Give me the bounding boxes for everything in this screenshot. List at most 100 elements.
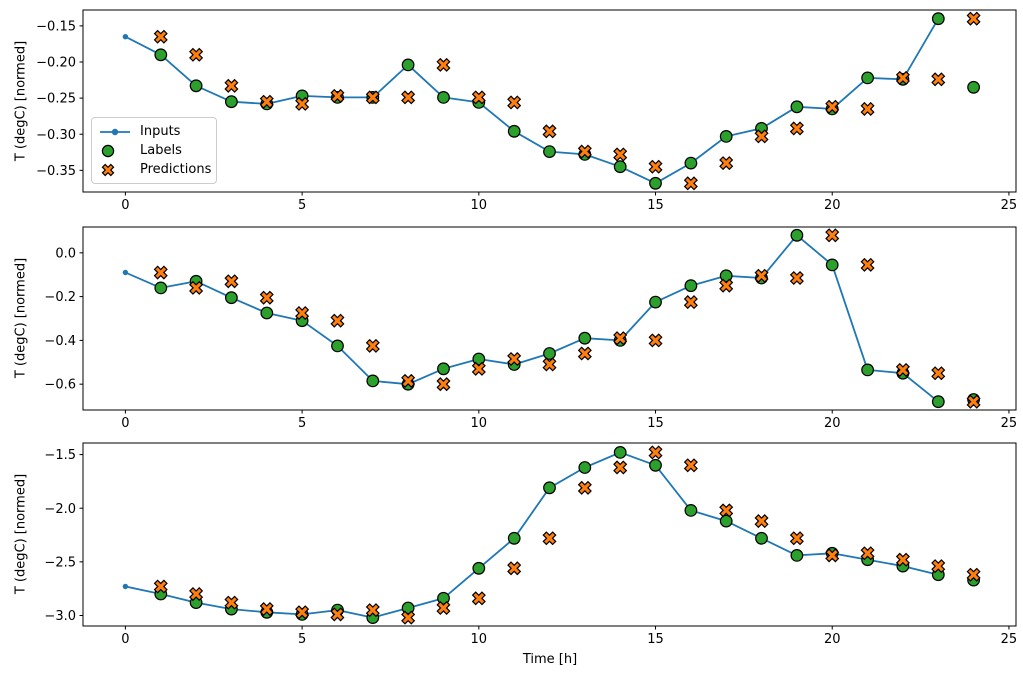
y-tick-label: −3.0 xyxy=(44,609,76,624)
labels-marker xyxy=(861,71,874,85)
predictions-marker xyxy=(401,373,416,388)
labels-marker xyxy=(437,362,450,376)
labels-marker xyxy=(719,269,733,283)
predictions-marker xyxy=(613,331,628,346)
predictions-marker xyxy=(330,313,345,328)
inputs-line xyxy=(124,18,940,185)
labels-marker xyxy=(543,145,556,159)
predictions-marker xyxy=(189,587,204,602)
x-tick-label: 20 xyxy=(824,416,841,431)
predictions-marker xyxy=(153,265,168,280)
predictions-marker xyxy=(542,124,557,139)
legend-item-labels: Labels xyxy=(99,141,209,160)
labels-marker xyxy=(366,374,380,388)
labels-marker xyxy=(224,291,238,305)
inputs-point-marker xyxy=(122,269,129,276)
y-axis-label-middle: T (degC) [normed] xyxy=(13,257,29,379)
predictions-marker xyxy=(507,561,522,576)
labels-marker xyxy=(507,531,521,545)
predictions-marker xyxy=(683,176,698,191)
y-tick-label: −1.5 xyxy=(44,448,76,463)
predictions-marker xyxy=(719,156,734,171)
y-tick-label: −0.6 xyxy=(44,378,76,393)
legend-label-inputs: Inputs xyxy=(140,124,181,139)
predictions-x-icon xyxy=(101,163,115,176)
x-tick-label: 15 xyxy=(647,416,664,431)
x-tick-label: 15 xyxy=(647,632,664,647)
predictions-marker xyxy=(365,338,380,353)
predictions-marker xyxy=(259,602,274,617)
predictions-marker xyxy=(507,351,522,367)
predictions-marker xyxy=(648,159,663,174)
labels-marker xyxy=(825,258,839,272)
x-tick-label: 10 xyxy=(471,416,488,431)
x-tick-label: 20 xyxy=(824,198,841,213)
y-tick-label: −0.35 xyxy=(36,164,76,179)
y-axis-label-top: T (degC) [normed] xyxy=(13,40,29,162)
predictions-marker xyxy=(860,101,875,116)
legend-label-labels: Labels xyxy=(140,143,182,158)
labels-marker xyxy=(931,12,945,26)
labels-marker xyxy=(578,461,592,474)
predictions-marker xyxy=(471,591,486,606)
x-tick-label: 0 xyxy=(121,416,129,431)
predictions-marker xyxy=(683,295,698,310)
axes-frame xyxy=(82,9,1017,193)
predictions-marker xyxy=(365,603,380,618)
inputs-point-marker xyxy=(122,583,129,590)
predictions-marker xyxy=(613,147,628,162)
predictions-marker xyxy=(648,445,663,460)
labels-marker xyxy=(189,79,203,93)
predictions-marker xyxy=(224,274,239,289)
labels-marker xyxy=(401,58,415,72)
x-tick-label: 25 xyxy=(1001,198,1018,213)
labels-marker xyxy=(649,176,662,190)
predictions-marker xyxy=(966,11,981,26)
x-tick-label: 0 xyxy=(121,198,129,213)
labels-marker xyxy=(861,363,874,377)
y-tick-label: −0.15 xyxy=(36,19,76,34)
y-tick-label: −2.5 xyxy=(44,555,76,570)
predictions-marker xyxy=(895,70,910,85)
predictions-marker xyxy=(153,579,168,594)
labels-marker xyxy=(931,395,945,409)
labels-marker xyxy=(790,100,804,114)
axes-frame xyxy=(82,442,1017,627)
y-axis-label-bottom: T (degC) [normed] xyxy=(13,473,29,595)
inputs-line xyxy=(125,234,939,403)
predictions-marker xyxy=(295,305,310,321)
inputs-line-icon xyxy=(100,128,130,135)
inputs-line xyxy=(125,451,939,619)
y-tick-label: −0.25 xyxy=(36,92,76,107)
predictions-marker xyxy=(259,290,274,305)
predictions-marker xyxy=(860,546,875,561)
axes-frame xyxy=(82,226,1017,411)
predictions-marker xyxy=(754,514,769,529)
predictions-marker xyxy=(931,72,946,87)
predictions-marker xyxy=(189,47,204,62)
predictions-marker xyxy=(471,90,486,105)
labels-marker xyxy=(719,129,733,143)
predictions-marker xyxy=(295,605,310,620)
labels-marker xyxy=(472,352,486,366)
labels-marker xyxy=(790,228,804,242)
labels-marker xyxy=(649,295,662,309)
predictions-marker xyxy=(507,95,522,110)
predictions-marker xyxy=(330,607,345,622)
labels-marker xyxy=(755,531,768,545)
predictions-marker xyxy=(224,595,239,610)
predictions-marker xyxy=(789,531,804,546)
predictions-marker xyxy=(931,366,946,381)
predictions-marker xyxy=(295,96,310,111)
predictions-marker xyxy=(648,333,663,348)
y-tick-label: −0.20 xyxy=(36,56,76,71)
predictions-marker xyxy=(259,94,274,109)
x-tick-label: 5 xyxy=(298,632,306,647)
x-tick-label: 20 xyxy=(824,632,841,647)
labels-circle-icon xyxy=(101,144,115,157)
labels-marker xyxy=(684,279,698,293)
x-tick-label: 5 xyxy=(298,416,306,431)
labels-marker xyxy=(719,514,733,528)
predictions-marker xyxy=(825,228,840,243)
